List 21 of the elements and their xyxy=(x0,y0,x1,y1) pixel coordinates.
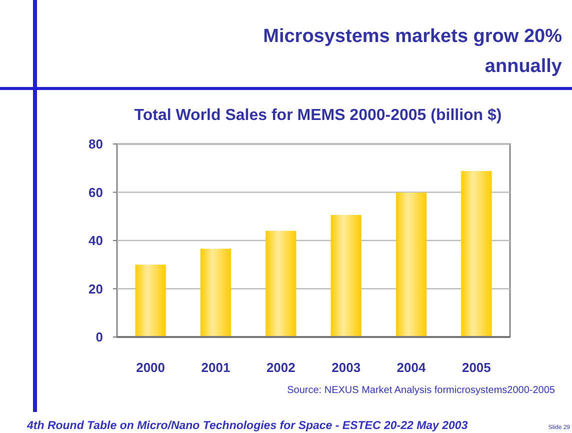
bar xyxy=(396,192,427,337)
bar xyxy=(135,264,166,337)
bar xyxy=(330,214,362,337)
bar xyxy=(266,230,296,337)
source-note: Source: NEXUS Market Analysis formicrosystems2000-2005 xyxy=(287,385,556,396)
text: 4th Round Table on Micro/Nano Technologies for Space - ESTEC 20-22 May 2003 xyxy=(26,420,468,432)
bar xyxy=(461,171,492,337)
x-tick-label: 2004 xyxy=(396,360,426,375)
y-tick-label: 80 xyxy=(88,136,103,152)
bar xyxy=(200,248,232,337)
y-tick-label: 40 xyxy=(88,233,103,248)
x-tick-label: 2000 xyxy=(136,360,166,375)
y-tick-label: 0 xyxy=(96,330,103,345)
y-tick-label: 60 xyxy=(88,184,103,200)
y-tick-label: 20 xyxy=(88,281,103,296)
x-tick-label: 2005 xyxy=(462,360,491,375)
x-tick-label: 2003 xyxy=(332,360,361,375)
chart-title: Microsystems markets grow 20% annually xyxy=(263,26,562,77)
x-tick-label: 2001 xyxy=(201,360,230,375)
x-tick-label: 2002 xyxy=(266,360,296,375)
chart-subtitle: Total World Sales for MEMS 2000-2005 (billion $) xyxy=(134,107,502,124)
